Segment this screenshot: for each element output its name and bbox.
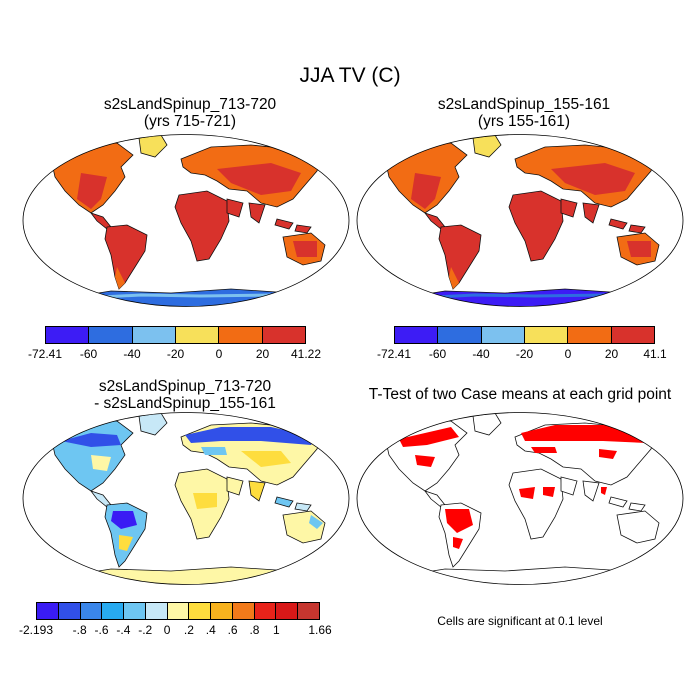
colorbar-tick-label: 0 <box>564 347 572 361</box>
colorbar-tick-label: 0 <box>163 623 171 637</box>
colorbar-swatch <box>167 603 190 619</box>
colorbar-tick-label: -40 <box>472 347 490 361</box>
colorbar-swatch <box>219 327 263 343</box>
colorbar-tick-label: -20 <box>166 347 185 361</box>
colorbar-swatch <box>37 603 59 619</box>
colorbar-tick-label: -40 <box>123 347 141 361</box>
colorbar-swatch <box>46 327 90 343</box>
map-bottom-left <box>22 412 350 585</box>
colorbar-swatch <box>80 603 103 619</box>
panel-title-top-right: s2sLandSpinup_155-161 (yrs 155-161) <box>364 96 684 130</box>
panel-title-line1: s2sLandSpinup_713-720 <box>103 96 277 113</box>
africa-region <box>508 190 564 262</box>
colorbar-top-right <box>394 326 655 344</box>
colorbar-tick-label: -60 <box>428 347 447 361</box>
colorbar-swatch <box>254 603 277 619</box>
panel-title-line1: s2sLandSpinup_155-161 <box>437 96 611 113</box>
significance-note: Cells are significant at 0.1 level <box>437 614 603 628</box>
map-bottom-right <box>356 412 684 585</box>
significant-cells <box>399 425 651 549</box>
colorbar-swatch <box>89 327 133 343</box>
colorbar-swatch <box>568 327 612 343</box>
colorbar-swatch <box>298 603 319 619</box>
colorbar-tick-label: 41.22 <box>290 347 322 361</box>
colorbar-swatch <box>395 327 439 343</box>
colorbar-tick-label: 20 <box>604 347 619 361</box>
colorbar-swatch <box>145 603 168 619</box>
colorbar-tick-label: -20 <box>515 347 534 361</box>
colorbar-tick-label: 1.66 <box>308 623 332 637</box>
colorbar-tick-label: .6 <box>227 623 238 637</box>
map-top-left <box>22 134 350 307</box>
colorbar-tick-label: 41.1 <box>643 347 667 361</box>
colorbar-tick-label: 1 <box>272 623 280 637</box>
colorbar-tick-label: -.6 <box>94 623 109 637</box>
colorbar-swatch <box>438 327 482 343</box>
colorbar-swatch <box>189 603 212 619</box>
colorbar-tick-label: 20 <box>255 347 270 361</box>
colorbar-tick-label: -60 <box>79 347 98 361</box>
panel-title-line2: (yrs 715-721) <box>143 113 237 130</box>
colorbar-swatch <box>132 327 176 343</box>
africa-region <box>508 468 564 540</box>
colorbar-swatch <box>611 327 654 343</box>
colorbar-tick-label: -2.193 <box>18 623 54 637</box>
colorbar-tick-label: 0 <box>215 347 223 361</box>
colorbar-tick-label: .4 <box>205 623 216 637</box>
colorbar-swatch <box>481 327 525 343</box>
figure-title: JJA TV (C) <box>299 64 401 87</box>
colorbar-tick-label: -72.41 <box>376 347 412 361</box>
colorbar-tick-label: -.8 <box>72 623 87 637</box>
colorbar-swatch <box>524 327 569 343</box>
colorbar-swatch <box>58 603 81 619</box>
colorbar-swatch <box>124 603 146 619</box>
panel-title-line2: (yrs 155-161) <box>477 113 571 130</box>
colorbar-bottom-left <box>36 602 320 620</box>
colorbar-tick-label: -.2 <box>138 623 153 637</box>
colorbar-tick-label: -.4 <box>116 623 131 637</box>
colorbar-swatch <box>102 603 125 619</box>
colorbar-swatch <box>175 327 220 343</box>
map-top-right <box>356 134 684 307</box>
colorbar-tick-label: .8 <box>249 623 260 637</box>
panel-title-bottom-left: s2sLandSpinup_713-720 - s2sLandSpinup_15… <box>20 378 350 412</box>
africa-region <box>174 190 230 262</box>
colorbar-swatch <box>276 603 299 619</box>
panel-title-line2: - s2sLandSpinup_155-161 <box>94 395 276 412</box>
panel-title-top-left: s2sLandSpinup_713-720 (yrs 715-721) <box>30 96 350 130</box>
colorbar-tick-label: -72.41 <box>27 347 63 361</box>
australia-region <box>616 510 660 544</box>
colorbar-tick-label: .2 <box>183 623 194 637</box>
colorbar-swatch <box>232 603 255 619</box>
panel-title-line1: s2sLandSpinup_713-720 <box>98 378 272 395</box>
colorbar-swatch <box>211 603 233 619</box>
panel-title-bottom-right: T-Test of two Case means at each grid po… <box>368 386 672 403</box>
colorbar-swatch <box>262 327 305 343</box>
colorbar-top-left <box>45 326 306 344</box>
